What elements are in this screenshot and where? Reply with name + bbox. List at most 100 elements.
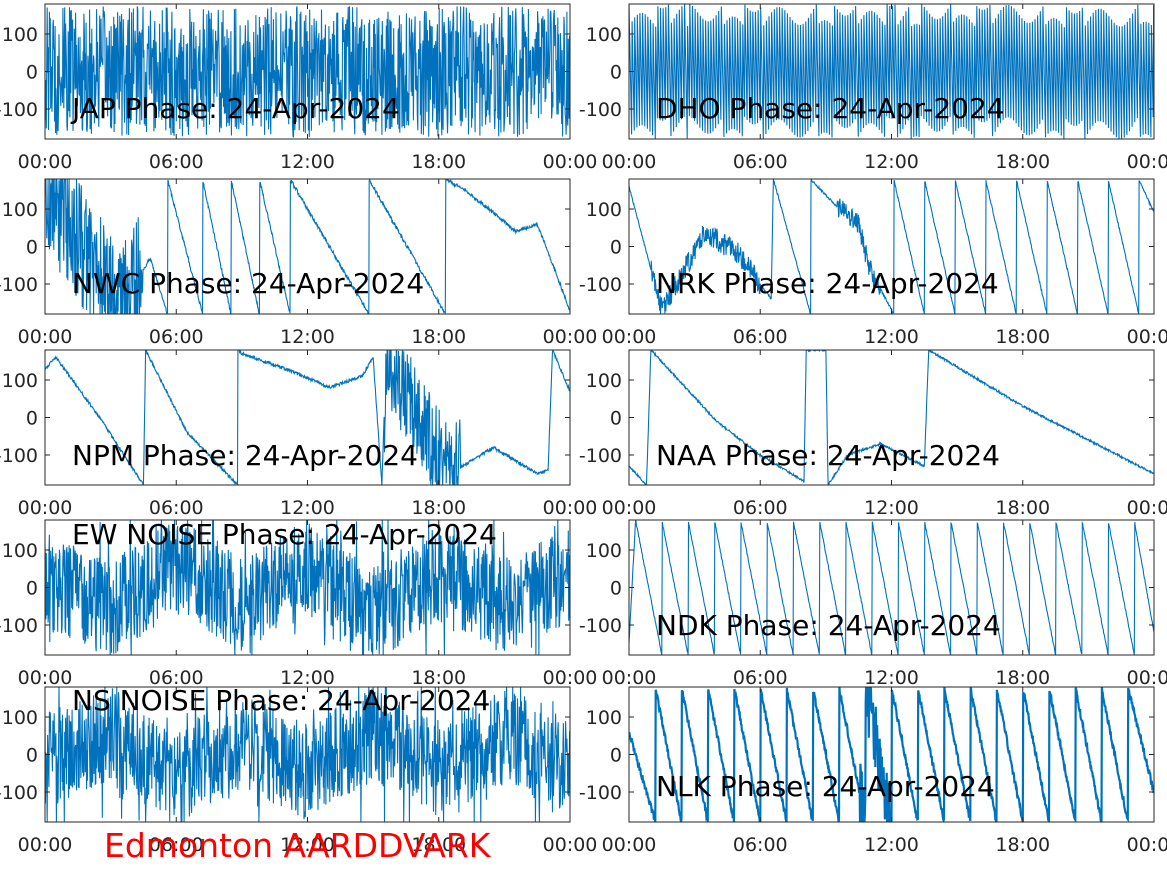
phase-trace <box>629 350 1154 485</box>
plot-area <box>629 520 1154 655</box>
x-tick-label: 00:00 <box>543 834 598 856</box>
y-tick-label: 0 <box>610 237 622 259</box>
panel-title: NPM Phase: 24-Apr-2024 <box>72 439 418 472</box>
y-tick-label: -100 <box>579 445 622 467</box>
x-tick-label: 12:00 <box>280 326 335 348</box>
x-tick-label: 18:00 <box>411 326 466 348</box>
x-tick-label: 00:00 <box>1127 834 1167 856</box>
x-tick-label: 00:00 <box>1127 151 1167 173</box>
y-tick-label: -100 <box>0 274 38 296</box>
x-tick-label: 06:00 <box>149 834 204 856</box>
x-tick-label: 18:00 <box>411 497 466 519</box>
x-tick-label: 00:00 <box>602 151 657 173</box>
x-tick-label: 00:00 <box>1127 497 1167 519</box>
x-tick-label: 06:00 <box>733 151 788 173</box>
y-tick-label: 100 <box>2 199 38 221</box>
y-tick-label: 100 <box>2 370 38 392</box>
plot-area <box>45 350 570 485</box>
x-tick-label: 18:00 <box>995 834 1050 856</box>
x-tick-label: 06:00 <box>733 834 788 856</box>
phase-panel: -100 0 100 00:00 06:00 12:00 18:00 00:00 NWC Pha… <box>0 178 598 348</box>
x-tick-label: 06:00 <box>733 497 788 519</box>
y-tick-label: 100 <box>2 540 38 562</box>
panel-title: NDK Phase: 24-Apr-2024 <box>656 609 1001 642</box>
station-label: Edmonton AARDDVARK <box>104 826 491 865</box>
panel-title: NS NOISE Phase: 24-Apr-2024 <box>72 684 490 717</box>
y-tick-label: -100 <box>0 99 38 121</box>
y-tick-label: -100 <box>0 445 38 467</box>
phase-trace <box>45 350 570 485</box>
y-tick-label: -100 <box>0 782 38 804</box>
panel-title: NRK Phase: 24-Apr-2024 <box>656 267 999 300</box>
x-tick-label: 00:00 <box>543 667 598 689</box>
y-tick-label: 0 <box>610 62 622 84</box>
y-tick-label: 0 <box>26 237 38 259</box>
x-tick-label: 12:00 <box>864 834 919 856</box>
y-tick-label: 0 <box>26 745 38 767</box>
x-tick-label: 12:00 <box>864 667 919 689</box>
y-tick-label: 100 <box>586 540 622 562</box>
y-tick-label: 100 <box>586 24 622 46</box>
x-tick-label: 12:00 <box>864 326 919 348</box>
x-tick-label: 00:00 <box>602 834 657 856</box>
phase-panel: -100 0 100 00:00 06:00 12:00 18:00 00:00 DHO Pha… <box>579 3 1167 173</box>
phase-trace <box>629 520 1154 655</box>
y-tick-label: 0 <box>610 578 622 600</box>
y-tick-label: -100 <box>579 274 622 296</box>
x-tick-label: 18:00 <box>995 326 1050 348</box>
x-tick-label: 18:00 <box>411 151 466 173</box>
x-tick-label: 00:00 <box>602 667 657 689</box>
y-tick-label: 0 <box>610 408 622 430</box>
panel-title: EW NOISE Phase: 24-Apr-2024 <box>72 518 497 551</box>
panel-title: JAP Phase: 24-Apr-2024 <box>70 92 400 125</box>
x-tick-label: 06:00 <box>733 667 788 689</box>
x-tick-label: 00:00 <box>18 151 73 173</box>
x-tick-label: 00:00 <box>18 326 73 348</box>
phase-panel: -100 0 100 00:00 06:00 12:00 18:00 00:00 NS NOIS… <box>0 684 597 856</box>
panel-title: NLK Phase: 24-Apr-2024 <box>656 770 995 803</box>
y-tick-label: 100 <box>2 24 38 46</box>
phase-panel: -100 0 100 00:00 06:00 12:00 18:00 00:00 JAP Pha… <box>0 3 598 173</box>
x-tick-label: 00:00 <box>602 497 657 519</box>
y-tick-label: -100 <box>579 99 622 121</box>
x-tick-label: 18:00 <box>411 667 466 689</box>
x-tick-label: 00:00 <box>18 497 73 519</box>
x-tick-label: 06:00 <box>149 151 204 173</box>
phase-panel: -100 0 100 00:00 06:00 12:00 18:00 00:00 EW NOIS… <box>0 518 597 689</box>
x-tick-label: 00:00 <box>1127 326 1167 348</box>
x-tick-label: 00:00 <box>18 834 73 856</box>
x-tick-label: 12:00 <box>280 667 335 689</box>
x-tick-label: 12:00 <box>280 834 335 856</box>
y-tick-label: 100 <box>2 707 38 729</box>
x-tick-label: 00:00 <box>543 151 598 173</box>
y-tick-label: 0 <box>610 745 622 767</box>
x-tick-label: 12:00 <box>280 497 335 519</box>
x-tick-label: 06:00 <box>149 326 204 348</box>
x-tick-label: 18:00 <box>411 834 466 856</box>
panel-title: NWC Phase: 24-Apr-2024 <box>72 267 424 300</box>
y-tick-label: -100 <box>0 615 38 637</box>
panel-title: DHO Phase: 24-Apr-2024 <box>656 92 1005 125</box>
y-tick-label: 0 <box>26 578 38 600</box>
y-tick-label: 100 <box>586 370 622 392</box>
x-tick-label: 00:00 <box>543 497 598 519</box>
panel-title: NAA Phase: 24-Apr-2024 <box>656 439 1000 472</box>
x-tick-label: 18:00 <box>995 497 1050 519</box>
x-tick-label: 18:00 <box>995 151 1050 173</box>
plot-area <box>629 350 1154 485</box>
x-tick-label: 00:00 <box>543 326 598 348</box>
phase-trace <box>629 179 1154 314</box>
phase-trace <box>45 179 570 314</box>
x-tick-label: 00:00 <box>18 667 73 689</box>
x-tick-label: 06:00 <box>149 667 204 689</box>
x-tick-label: 00:00 <box>1127 667 1167 689</box>
x-tick-label: 12:00 <box>864 497 919 519</box>
phase-trace <box>45 687 570 822</box>
phase-trace <box>629 4 1154 139</box>
phase-panel: -100 0 100 00:00 06:00 12:00 18:00 00:00 NRK Pha… <box>579 178 1167 348</box>
x-tick-label: 12:00 <box>280 151 335 173</box>
phase-panel: -100 0 100 00:00 06:00 12:00 18:00 00:00 NDK Pha… <box>579 519 1167 689</box>
y-tick-label: -100 <box>579 782 622 804</box>
x-tick-label: 00:00 <box>602 326 657 348</box>
